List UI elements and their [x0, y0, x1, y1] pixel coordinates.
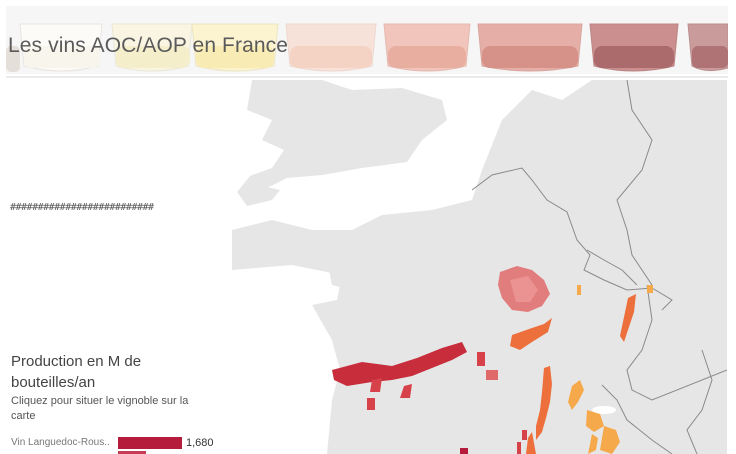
vineyard-savoie-sud[interactable]	[600, 426, 620, 454]
wine-glasses-image	[6, 6, 728, 74]
vineyard-alsace[interactable]	[620, 294, 636, 342]
header-divider	[6, 76, 728, 78]
france-vineyard-map[interactable]	[232, 80, 727, 454]
vineyard-champagne-inner[interactable]	[510, 276, 538, 302]
vineyard-bugey[interactable]	[588, 434, 598, 454]
vineyard-quincy[interactable]	[486, 370, 498, 380]
vineyard-rhone-north[interactable]	[522, 430, 527, 440]
vineyard-loire-sud[interactable]	[370, 378, 382, 392]
vineyard-sancerre[interactable]	[477, 352, 485, 366]
border-luxembourg	[586, 249, 638, 286]
great-britain-land	[237, 80, 447, 200]
lake-geneva	[592, 406, 616, 414]
map-canvas[interactable]	[232, 80, 727, 454]
border-switzerland	[626, 284, 727, 401]
vineyard-muscadet[interactable]	[367, 398, 375, 410]
vineyard-jura[interactable]	[568, 380, 584, 410]
cornwall-land	[237, 186, 280, 206]
page-title: Les vins AOC/AOP en France	[8, 34, 289, 57]
next-bar-partial[interactable]	[118, 451, 146, 454]
bar-row-languedoc[interactable]: Vin Languedoc-Rous.. 1,680	[11, 436, 231, 450]
vineyard-loire[interactable]	[332, 342, 467, 386]
border-germany-netherlands	[616, 80, 653, 286]
vineyard-rhone[interactable]	[526, 432, 536, 454]
atlantic-ocean-water	[232, 265, 342, 454]
vineyard-bourgogne[interactable]	[510, 318, 552, 350]
legend-subtitle: Cliquez pour situer le vignoble sur la c…	[11, 395, 189, 422]
bar-value: 1,680	[186, 437, 214, 449]
vineyard-alsace-north[interactable]	[647, 285, 653, 293]
vineyard-beaujolais[interactable]	[536, 366, 552, 440]
vineyard-bordeaux-hint[interactable]	[460, 448, 468, 454]
vineyard-saumur[interactable]	[400, 384, 412, 398]
placeholder-hash-text: ##########################	[10, 202, 154, 213]
vineyard-rhone-south[interactable]	[517, 442, 521, 454]
legend-title: Production en M de bouteilles/an	[11, 353, 142, 391]
border-austria-italy	[686, 349, 713, 454]
vineyard-chablis[interactable]	[577, 285, 581, 295]
border-italy	[601, 384, 673, 454]
header-banner: Les vins AOC/AOP en France	[6, 6, 728, 74]
production-bar[interactable]	[118, 437, 182, 449]
vineyard-savoie[interactable]	[586, 410, 604, 432]
brittany-land	[327, 256, 422, 290]
bar-label: Vin Languedoc-Rous..	[11, 437, 110, 448]
